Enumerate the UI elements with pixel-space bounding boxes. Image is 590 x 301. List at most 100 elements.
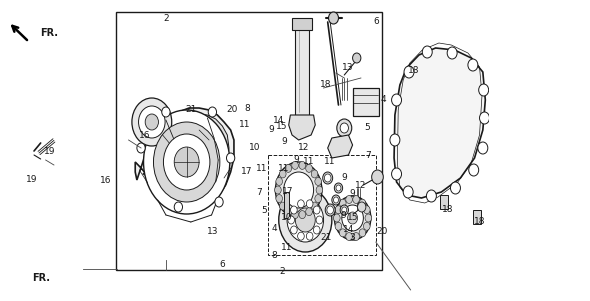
Circle shape	[313, 226, 320, 234]
Text: 8: 8	[244, 104, 250, 113]
Text: 19: 19	[26, 175, 38, 184]
Circle shape	[359, 229, 366, 237]
Polygon shape	[394, 48, 486, 198]
Circle shape	[427, 190, 437, 202]
Circle shape	[336, 185, 341, 191]
Circle shape	[316, 216, 323, 224]
Circle shape	[335, 206, 342, 214]
Text: 11: 11	[278, 164, 290, 173]
Circle shape	[139, 106, 165, 138]
Circle shape	[227, 153, 235, 163]
Circle shape	[297, 200, 304, 208]
Circle shape	[288, 216, 294, 224]
Circle shape	[325, 204, 335, 216]
Text: 16: 16	[139, 131, 151, 139]
Text: 20: 20	[376, 228, 387, 237]
Text: 20: 20	[227, 105, 238, 114]
Bar	[473, 210, 481, 224]
Text: 18: 18	[442, 206, 454, 215]
Circle shape	[280, 202, 286, 210]
Text: 9: 9	[349, 190, 355, 198]
Text: 18: 18	[408, 66, 419, 75]
Circle shape	[353, 195, 359, 203]
Circle shape	[478, 84, 489, 96]
Text: 18: 18	[320, 80, 331, 89]
Circle shape	[403, 186, 413, 198]
Circle shape	[358, 202, 366, 212]
Circle shape	[285, 208, 291, 216]
Text: 17: 17	[241, 167, 253, 176]
Circle shape	[323, 172, 333, 184]
Text: 11: 11	[324, 157, 336, 166]
Circle shape	[312, 170, 318, 178]
Text: 16: 16	[100, 176, 111, 185]
Circle shape	[174, 147, 199, 177]
Text: 10: 10	[280, 213, 292, 222]
Circle shape	[290, 226, 297, 234]
Circle shape	[335, 183, 343, 193]
Circle shape	[290, 206, 297, 214]
Circle shape	[363, 206, 370, 214]
Text: 10: 10	[249, 143, 260, 152]
Bar	[440, 195, 448, 209]
Circle shape	[284, 172, 314, 208]
Text: 6: 6	[373, 17, 379, 26]
Circle shape	[278, 188, 332, 252]
Text: 8: 8	[271, 250, 277, 259]
Text: 9: 9	[340, 210, 346, 219]
Circle shape	[287, 198, 323, 242]
Circle shape	[313, 206, 320, 214]
Circle shape	[451, 182, 460, 194]
Circle shape	[132, 98, 172, 146]
Circle shape	[327, 206, 333, 214]
Text: 15: 15	[276, 122, 287, 131]
Text: 18: 18	[474, 218, 485, 226]
Circle shape	[346, 233, 352, 240]
Circle shape	[306, 164, 312, 172]
Text: 13: 13	[207, 227, 219, 236]
Circle shape	[422, 46, 432, 58]
Text: 6: 6	[220, 260, 225, 269]
Text: 11: 11	[280, 244, 292, 253]
Circle shape	[137, 143, 145, 153]
Text: 14: 14	[343, 225, 354, 234]
Text: 5: 5	[365, 123, 371, 132]
Bar	[353, 88, 379, 116]
Circle shape	[392, 168, 402, 180]
Circle shape	[333, 214, 340, 222]
Circle shape	[312, 202, 318, 210]
Circle shape	[306, 200, 313, 208]
Circle shape	[447, 47, 457, 59]
Circle shape	[346, 195, 352, 203]
Circle shape	[335, 222, 342, 230]
Circle shape	[285, 164, 291, 172]
Polygon shape	[289, 115, 315, 140]
Text: 9: 9	[281, 137, 287, 146]
Text: 14: 14	[273, 116, 285, 125]
Bar	[294, 25, 309, 115]
Circle shape	[153, 122, 220, 202]
Circle shape	[162, 107, 170, 117]
Text: 21: 21	[185, 105, 196, 114]
Text: 9: 9	[342, 173, 347, 182]
Circle shape	[143, 110, 230, 214]
Circle shape	[276, 194, 283, 203]
Circle shape	[337, 119, 352, 137]
Circle shape	[340, 205, 349, 215]
Polygon shape	[143, 114, 229, 200]
Circle shape	[174, 202, 182, 212]
Text: 17: 17	[282, 188, 294, 197]
Circle shape	[145, 114, 159, 130]
Circle shape	[404, 66, 414, 78]
Text: 7: 7	[257, 188, 263, 197]
Circle shape	[390, 134, 400, 146]
Circle shape	[353, 233, 359, 240]
Circle shape	[329, 12, 339, 24]
Circle shape	[316, 186, 323, 194]
Circle shape	[353, 53, 361, 63]
Text: 12: 12	[298, 143, 309, 152]
Circle shape	[208, 107, 217, 117]
Bar	[116, 12, 382, 270]
Text: 4: 4	[381, 95, 386, 104]
Circle shape	[468, 59, 478, 71]
